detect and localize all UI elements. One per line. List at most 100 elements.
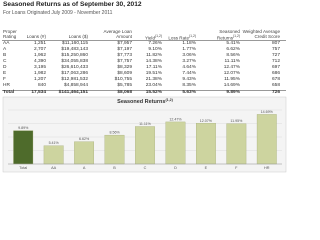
table-cell: 7.26%	[148, 41, 162, 46]
total-rule	[2, 89, 286, 91]
x-tick-label: F	[235, 166, 238, 170]
table-cell: 4,390	[33, 59, 46, 64]
page-title: Seasoned Returns as of September 30, 201…	[3, 1, 142, 8]
table-cell: $19,483,143	[61, 47, 88, 52]
table-cell: 7.44%	[182, 71, 196, 76]
bar	[43, 145, 64, 165]
table-cell: $10,755	[114, 77, 132, 82]
column-header: Weighted Average	[242, 29, 280, 34]
table-cell: 8.35%	[182, 83, 196, 88]
table-cell: 757	[271, 47, 280, 52]
table-cell: 11.82%	[146, 53, 162, 58]
table-cell: $7,197	[117, 47, 132, 52]
table-cell: 1,962	[33, 53, 46, 58]
column-header: Seasoned	[219, 29, 240, 34]
table-cell: B	[3, 53, 7, 58]
table-cell: 3.06%	[182, 53, 196, 58]
table-cell: 21.38%	[145, 77, 162, 82]
table-cell: 15.52%	[145, 90, 162, 95]
table-cell: $8,329	[117, 65, 132, 70]
value-label: 5.41%	[49, 141, 60, 145]
table-cell: 19.51%	[145, 71, 162, 76]
table-cell: 807	[271, 41, 280, 46]
table-cell: $7,957	[117, 41, 132, 46]
table-cell: 9.10%	[148, 47, 162, 52]
bar	[74, 141, 95, 165]
page-subtitle: For Loans Originated July 2009 - Novembe…	[3, 10, 113, 16]
column-header: Yield(1,2)	[144, 34, 162, 41]
column-header: Loans ($)	[68, 34, 88, 39]
table-cell: F	[3, 77, 6, 82]
x-tick-label: HR	[264, 166, 270, 170]
table-cell: D	[3, 65, 7, 70]
table-cell: 1.18%	[182, 41, 196, 46]
table-cell: A	[3, 47, 7, 52]
column-header: Rating	[3, 34, 17, 39]
table-cell: 5.63%	[182, 90, 196, 95]
table-cell: $8,609	[117, 71, 132, 76]
table-cell: 1,207	[33, 77, 46, 82]
value-label: 11.11%	[139, 122, 151, 126]
bar	[226, 123, 247, 165]
table-cell: AA	[3, 41, 10, 46]
table-cell: 3.27%	[182, 59, 196, 64]
column-header: Credit Score	[254, 34, 280, 39]
table-cell: 12.07%	[223, 71, 240, 76]
x-tick-label: AA	[51, 166, 57, 170]
table-cell: 4.64%	[182, 65, 196, 70]
bar	[104, 134, 125, 165]
chart-title-text: Seasoned Returns	[117, 99, 165, 105]
x-tick-label: C	[144, 166, 147, 170]
table-cell: $7,773	[117, 53, 132, 58]
bar	[195, 123, 216, 165]
table-cell: $7,757	[117, 59, 132, 64]
value-label: 11.95%	[230, 119, 243, 123]
table-cell: 14.38%	[145, 59, 162, 64]
table-cell: 14.69%	[223, 83, 240, 88]
table-cell: 6.62%	[226, 47, 240, 52]
column-header: Average Loan	[103, 29, 132, 34]
table-cell: 23.04%	[145, 83, 162, 88]
x-tick-label: B	[113, 166, 116, 170]
table-cell: Total	[3, 90, 15, 95]
chart-title: Seasoned Returns(1,2)	[117, 98, 173, 105]
value-label: 12.07%	[200, 119, 213, 123]
table-cell: 712	[271, 59, 280, 64]
table-cell: 697	[271, 65, 280, 70]
table-cell: 3,195	[33, 65, 46, 70]
value-label: 9.89%	[18, 126, 29, 130]
table-cell: E	[3, 71, 7, 76]
column-header: Returns(1,2)	[216, 34, 240, 41]
bar	[256, 114, 277, 165]
column-header: Amount	[116, 34, 132, 39]
table-cell: 8.56%	[226, 53, 240, 58]
table-cell: 9.89%	[226, 90, 240, 95]
column-header: Loss Rate(1,2)	[168, 34, 196, 41]
table-cell: 11.11%	[224, 59, 240, 64]
table-cell: 17,534	[31, 90, 46, 95]
table-cell: C	[3, 59, 7, 64]
chart: Seasoned Returns(1,2) 9.89% Total 5.41% AA 6…	[2, 96, 287, 173]
table-cell: 1,982	[33, 71, 46, 76]
x-tick-label: A	[83, 166, 86, 170]
table-cell: 658	[271, 83, 280, 88]
table-cell: 11.95%	[224, 77, 240, 82]
table-cell: 17.11%	[146, 65, 162, 70]
x-tick-label: Total	[19, 166, 27, 170]
value-label: 14.69%	[261, 110, 274, 114]
table-cell: 1.77%	[182, 47, 196, 52]
column-header: Proper	[3, 29, 17, 34]
table-cell: 840	[37, 83, 46, 88]
table-cell: $5,785	[117, 83, 132, 88]
table-cell: 5.41%	[226, 41, 240, 46]
x-tick-label: E	[205, 166, 208, 170]
header-note: (1,2)	[155, 34, 162, 38]
bar	[13, 130, 34, 165]
table-cell: $26,610,433	[61, 65, 88, 70]
table-cell: $11,160,115	[62, 41, 88, 46]
table-cell: 726	[271, 90, 280, 95]
header-note: (1,2)	[189, 34, 196, 38]
table-cell: HR	[3, 83, 10, 88]
table-cell: 686	[271, 71, 280, 76]
column-header: Loans (#)	[26, 34, 46, 39]
